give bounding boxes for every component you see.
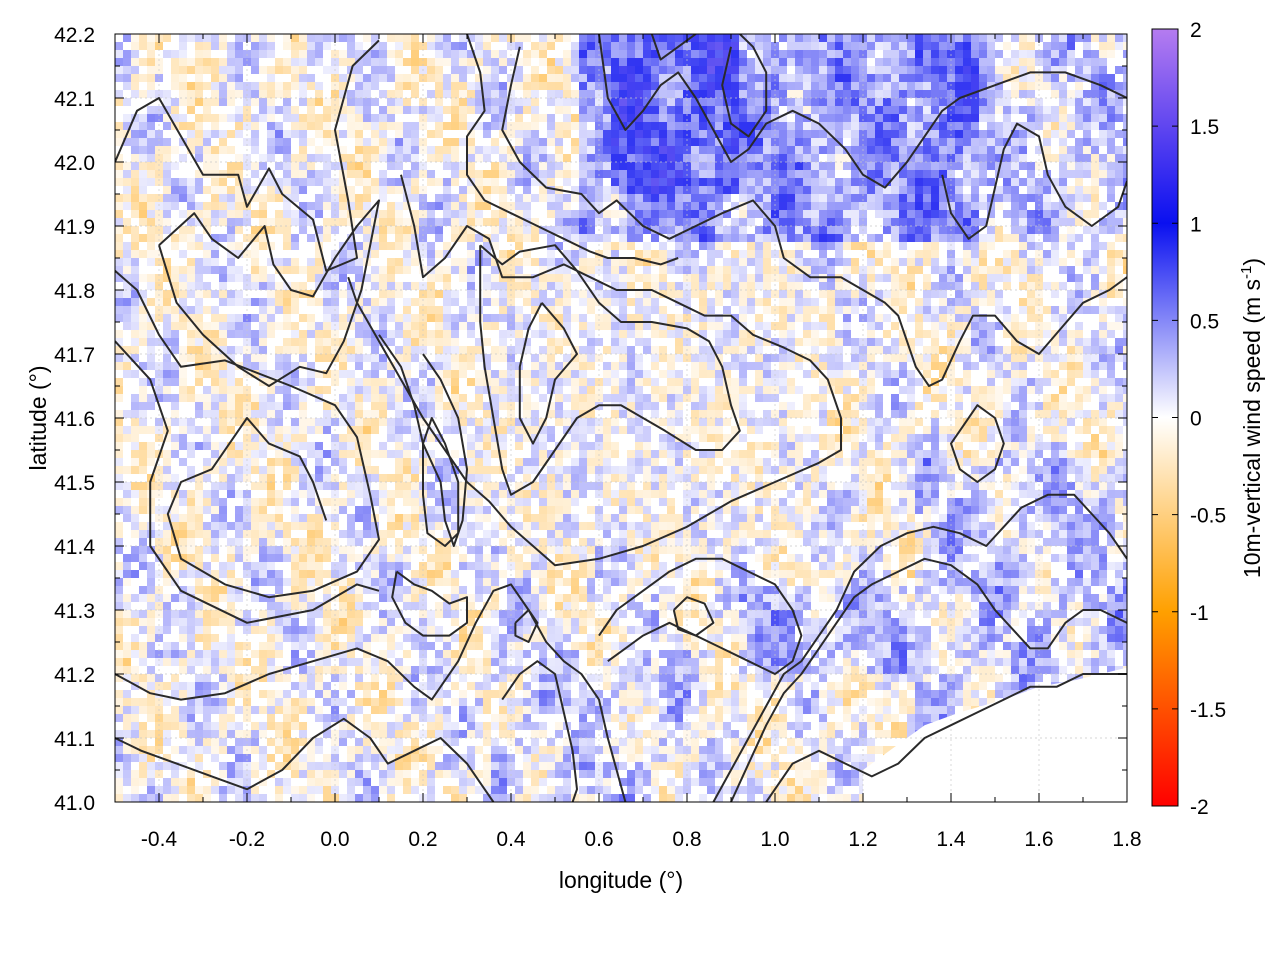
x-tick-label: 1.8 xyxy=(1112,828,1141,851)
colorbar-tick-label: -1 xyxy=(1190,602,1209,625)
y-tick-label: 41.8 xyxy=(54,280,95,303)
y-tick-label: 41.9 xyxy=(54,216,95,239)
x-tick-label: 1.2 xyxy=(848,828,877,851)
colorbar-tick-label: -1.5 xyxy=(1190,699,1226,722)
y-tick-label: 41.5 xyxy=(54,472,95,495)
x-tick-label: 1.4 xyxy=(936,828,966,851)
colorbar-label-superscript: -1 xyxy=(1238,266,1255,279)
x-tick-label: -0.4 xyxy=(141,828,178,851)
x-tick-label: 1.6 xyxy=(1024,828,1053,851)
colorbar-tick-label: -2 xyxy=(1190,796,1209,819)
colorbar-tick-label: 1.5 xyxy=(1190,116,1219,139)
y-axis-label: latitude (°) xyxy=(25,365,51,470)
colorbar-tick-label: -0.5 xyxy=(1190,505,1226,528)
x-tick-label: 0.0 xyxy=(320,828,349,851)
y-tick-label: 41.3 xyxy=(54,600,95,623)
y-tick-label: 42.2 xyxy=(54,24,95,47)
x-tick-label: 0.4 xyxy=(496,828,526,851)
colorbar-tick-label: 0.5 xyxy=(1190,310,1219,333)
y-tick-label: 41.7 xyxy=(54,344,95,367)
x-axis-label: longitude (°) xyxy=(559,867,683,893)
x-tick-label: -0.2 xyxy=(229,828,265,851)
colorbar-label-suffix: ) xyxy=(1239,258,1265,266)
y-tick-label: 42.0 xyxy=(54,152,95,175)
y-tick-label: 41.6 xyxy=(54,408,95,431)
colorbar-tick-label: 2 xyxy=(1190,19,1202,42)
colorbar-tick-label: 1 xyxy=(1190,213,1202,236)
x-tick-label: 0.2 xyxy=(408,828,437,851)
colorbar-label-text: 10m-vertical wind speed (m s xyxy=(1239,279,1265,578)
y-tick-label: 42.1 xyxy=(54,88,95,111)
y-tick-label: 41.1 xyxy=(54,728,95,751)
y-tick-label: 41.4 xyxy=(54,536,95,559)
colorbar-label: 10m-vertical wind speed (m s-1) xyxy=(1238,258,1265,578)
y-tick-label: 41.2 xyxy=(54,664,95,687)
x-tick-label: 0.8 xyxy=(672,828,701,851)
x-tick-label: 0.6 xyxy=(584,828,613,851)
x-tick-label: 1.0 xyxy=(760,828,789,851)
colorbar-tick-label: 0 xyxy=(1190,408,1202,431)
y-tick-label: 41.0 xyxy=(54,792,95,815)
